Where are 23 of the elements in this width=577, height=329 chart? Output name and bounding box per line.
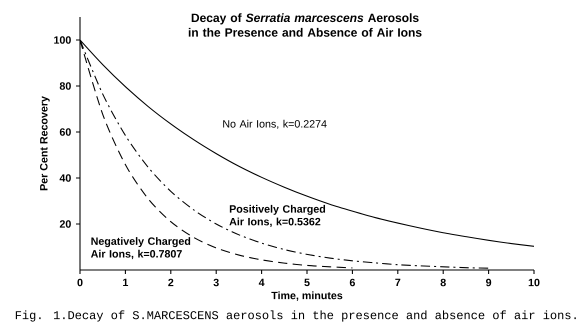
y-tick-label: 20 <box>60 220 71 228</box>
y-axis-title: Per Cent Recovery <box>40 96 50 190</box>
x-tick-label: 6 <box>350 278 355 286</box>
x-tick-label: 3 <box>213 278 219 286</box>
chart-title: Decay of Serratia marcescens Aerosols in the Presence and Absence of Air Ions <box>188 13 422 37</box>
x-tick-label: 4 <box>258 278 265 286</box>
x-tick-label: 8 <box>440 278 446 286</box>
x-tick-label: 2 <box>168 278 174 286</box>
x-tick-label: 10 <box>528 278 540 286</box>
series-label: Negatively Charged Air Ions, k=0.7807 <box>90 237 190 260</box>
x-tick-label: 0 <box>77 278 83 286</box>
x-tick-label: 9 <box>486 278 492 286</box>
caption: Fig. 1.Decay of S.MARCESCENS aerosols in the presence and absence of air ions. <box>16 310 576 322</box>
text: No Air Ions, k=0.2274 <box>223 120 327 129</box>
y-tick-label: 40 <box>60 174 71 182</box>
y-tick-label: 80 <box>60 82 71 90</box>
x-axis-title: Time, minutes <box>271 291 342 301</box>
x-tick-label: 1 <box>123 278 128 286</box>
series-label: Positively Charged Air Ions, k=0.5362 <box>229 204 326 227</box>
y-tick-label: 100 <box>54 36 71 44</box>
y-tick-label: 60 <box>60 128 71 136</box>
x-tick-label: 5 <box>304 278 310 286</box>
x-tick-label: 7 <box>395 278 400 286</box>
